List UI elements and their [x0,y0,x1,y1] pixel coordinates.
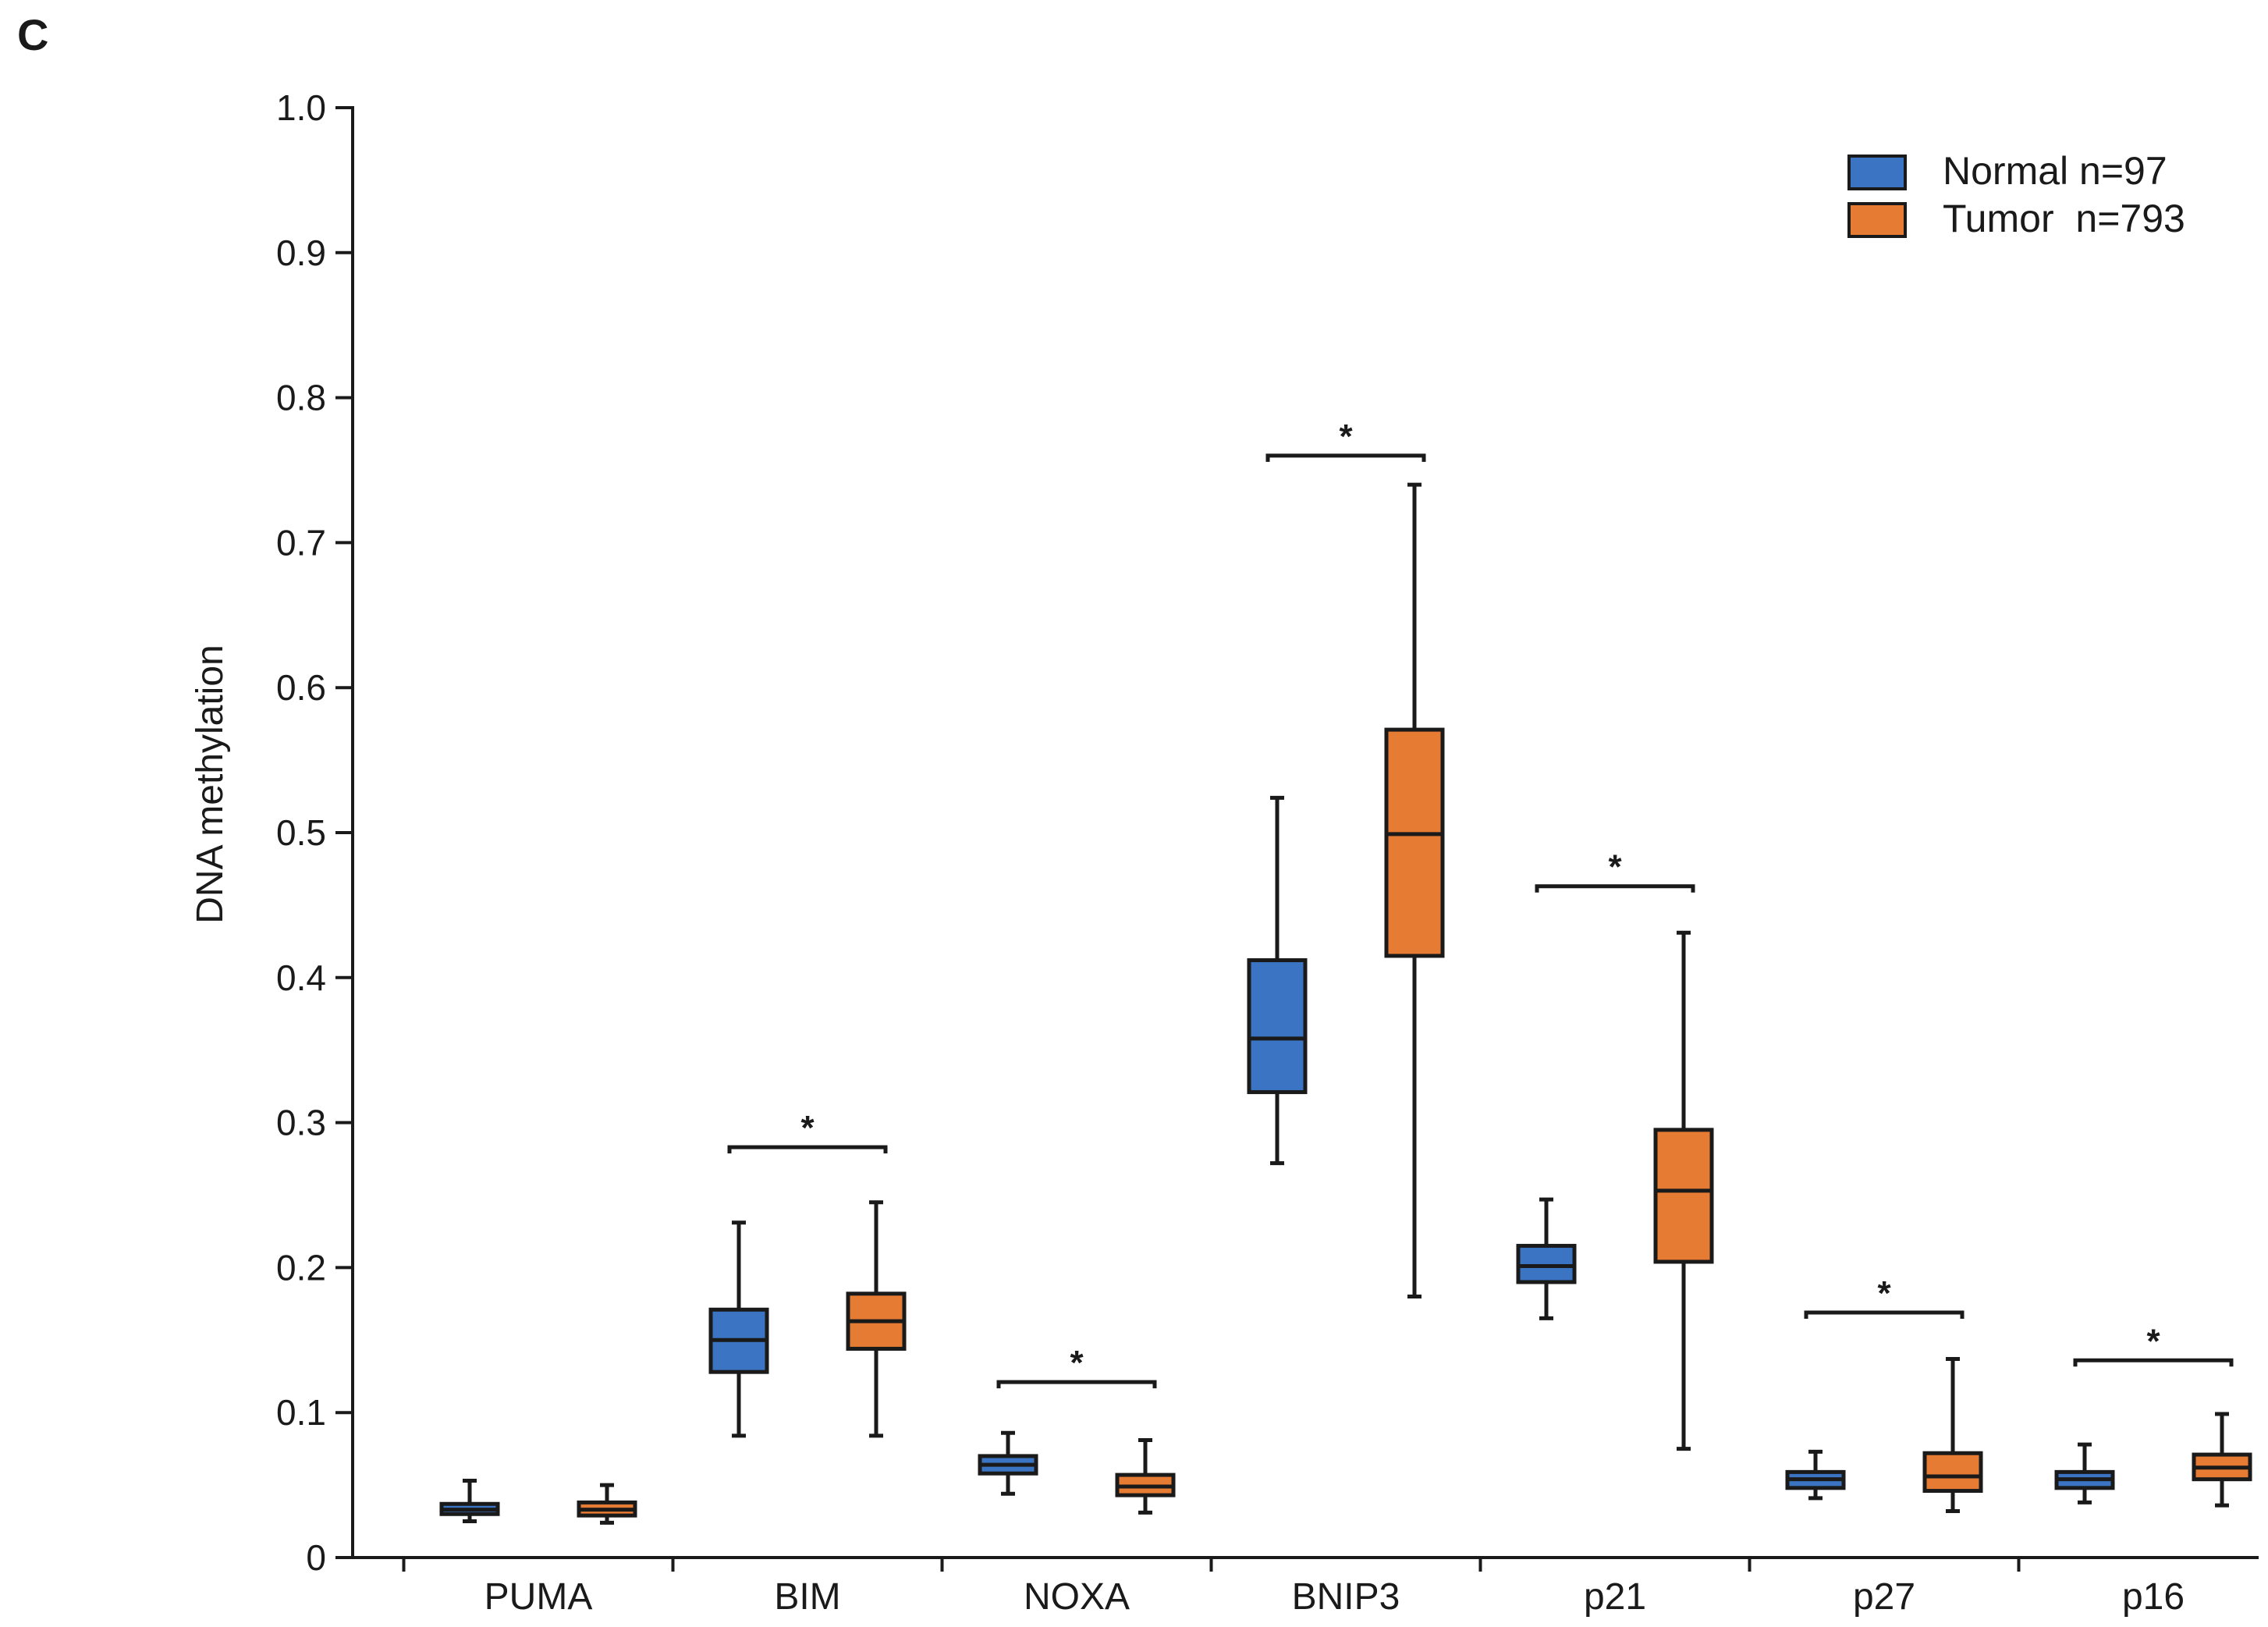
significance-bim: * [727,1109,888,1154]
significance-star: * [1070,1344,1084,1382]
tumor-box-puma [577,1483,637,1525]
tumor-box-p21 [1653,930,1714,1451]
x-category-label: NOXA [1024,1576,1130,1618]
significance-brackets: * * * * * * [727,417,2234,1389]
significance-p16: * [2073,1322,2234,1367]
significance-star: * [1608,848,1622,886]
normal-box-p16 [2054,1442,2115,1504]
significance-p27: * [1804,1274,1965,1319]
legend-label-normal: Normal n=97 [1943,149,2167,193]
box-series [439,482,2252,1525]
y-tick-label: 0.9 [276,233,326,273]
tumor-box-p27 [1922,1356,1983,1514]
box-iqr [1922,1451,1983,1494]
y-tick-label: 0.3 [276,1103,326,1143]
x-category-label: PUMA [484,1576,593,1618]
normal-box-p21 [1516,1197,1577,1320]
significance-bracket [1804,1310,1965,1319]
significance-bracket [996,1380,1157,1389]
y-tick-label: 1.0 [276,87,326,128]
normal-box-noxa [978,1430,1038,1496]
significance-star: * [800,1109,815,1147]
y-tick-label: 0.6 [276,667,326,708]
significance-bracket [1265,453,1426,462]
panel-label: C [17,10,48,59]
box-iqr [1653,1128,1714,1264]
y-tick-label: 0.7 [276,522,326,563]
x-category-label: p21 [1584,1576,1646,1618]
y-tick-label: 0.8 [276,378,326,418]
x-category-label: BIM [774,1576,840,1618]
legend-swatch-tumor [1847,202,1907,238]
legend-label-tumor: Tumor n=793 [1943,197,2185,240]
y-tick-label: 0.1 [276,1392,326,1433]
significance-bracket [1535,884,1695,893]
box-iqr [1516,1244,1577,1284]
y-tick-label: 0.4 [276,957,326,998]
x-category-label: p16 [2122,1576,2185,1618]
tumor-box-noxa [1115,1438,1176,1515]
y-tick-label: 0.2 [276,1247,326,1288]
significance-bracket [2073,1358,2234,1367]
tumor-box-bim [846,1200,907,1438]
tumor-box-p16 [2192,1412,2252,1508]
box-iqr [1384,727,1445,958]
normal-box-bnip3 [1247,795,1308,1166]
y-axis-title: DNA methylation [190,645,231,924]
normal-box-bim [708,1220,769,1438]
legend-swatch-normal [1847,155,1907,190]
y-tick-label: 0.5 [276,812,326,853]
significance-star: * [1877,1274,1891,1313]
tumor-box-bnip3 [1384,482,1445,1299]
y-tick-label: 0 [306,1537,326,1578]
significance-star: * [1339,417,1353,456]
x-category-label: BNIP3 [1292,1576,1400,1618]
box-iqr [1247,958,1308,1095]
axes: 0 0.1 0.2 0.3 0.4 0.5 0.6 0.7 0.8 0.9 1.0 PUMA BIM NO… [276,87,2259,1618]
significance-star: * [2146,1322,2160,1360]
normal-box-p27 [1785,1449,1846,1501]
x-category-label: p27 [1853,1576,1915,1618]
significance-bracket [727,1145,888,1154]
significance-p21: * [1535,848,1695,893]
normal-box-puma [439,1479,500,1524]
significance-noxa: * [996,1344,1157,1389]
significance-bnip3: * [1265,417,1426,462]
